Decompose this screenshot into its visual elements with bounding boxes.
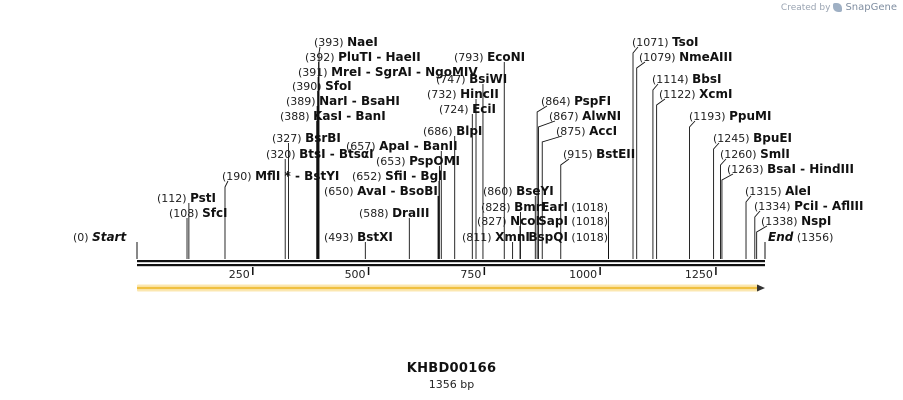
backbone-bottom-strand: [137, 264, 765, 267]
feature-arrow: [137, 284, 765, 292]
site-label-33: (1071) TsoI: [632, 35, 699, 49]
credit-prefix: Created by: [780, 2, 831, 13]
site-label-30: BspQI (1018): [528, 230, 608, 244]
site-line-34: [636, 61, 646, 259]
site-label-16: (657) ApaI - BanII: [346, 139, 458, 153]
site-line-10: [318, 46, 321, 259]
site-line-37: [689, 120, 696, 259]
site-lines: [136, 46, 768, 259]
ruler-tick-label: 1250: [685, 268, 713, 281]
site-label-25: (860) BseYI: [483, 184, 554, 198]
snapgene-logo-icon: [833, 3, 843, 12]
plasmid-name: KHBD00166: [406, 361, 497, 376]
site-label-5: (388) KasI - BanI: [280, 109, 386, 123]
site-line-39: [720, 158, 727, 259]
site-label-15: (653) PspOMI: [376, 154, 460, 168]
site-label-28: (875) AccI: [556, 124, 617, 138]
site-label-3: (320) BtsI - BtsαI: [266, 147, 374, 161]
site-line-43: [756, 225, 768, 259]
site-label-13: (650) AvaI - BsoBI: [324, 184, 438, 198]
site-line-42: [754, 210, 761, 259]
site-label-14: (652) SfiI - BglI: [352, 169, 447, 183]
restriction-map: 250 500 750 1000 1250 (0) Start End (1356) (10…: [73, 35, 863, 292]
site-label-21: (793) EcoNI: [454, 50, 525, 64]
site-label-0: (108) SfcI: [169, 206, 228, 220]
site-label-8: (391) MreI - SgrAI - NgoMIV: [298, 65, 478, 79]
credit-brand: SnapGene: [845, 2, 897, 13]
site-label-7: (390) SfoI: [292, 79, 352, 93]
site-label-19: (732) HincII: [427, 87, 499, 101]
site-label-37: (1193) PpuMI: [689, 109, 771, 123]
site-label-32: EarI (1018): [541, 200, 608, 214]
site-label-22: (811) XmnI: [462, 230, 530, 244]
site-label-42: (1334) PciI - AflIII: [754, 199, 863, 213]
site-line-29: [560, 158, 570, 259]
site-label-10: (393) NaeI: [314, 35, 378, 49]
site-label-4: (327) BsrBI: [272, 131, 341, 145]
site-label-11: (493) BstXI: [324, 230, 393, 244]
site-label-6: (389) NarI - BsaHI: [286, 94, 400, 108]
end-label-start: (0) Start: [73, 230, 127, 244]
site-line-40: [721, 173, 734, 259]
site-line-38: [713, 142, 720, 259]
ruler-tick-label: 250: [229, 268, 250, 281]
site-line-26: [536, 105, 548, 259]
site-label-35: (1114) BbsI: [652, 72, 721, 86]
site-label-31: SapI (1018): [538, 214, 608, 228]
site-label-20: (747) BsiWI: [436, 72, 507, 86]
ruler-tick-label: 500: [345, 268, 366, 281]
site-label-27: (867) AlwNI: [549, 109, 621, 123]
site-line-41: [745, 195, 752, 259]
site-label-40: (1263) BsaI - HindIII: [727, 162, 854, 176]
site-label-12: (588) DraIII: [359, 206, 429, 220]
site-label-1: (112) PstI: [157, 191, 216, 205]
ruler-tick-label: 750: [460, 268, 481, 281]
dna-backbone: [137, 260, 765, 267]
site-label-17: (686) BlpI: [423, 124, 482, 138]
site-label-38: (1245) BpuEI: [713, 131, 792, 145]
ruler: 250 500 750 1000 1250: [229, 267, 717, 281]
feature-arrow-head: [757, 284, 765, 292]
site-label-43: (1338) NspI: [761, 214, 831, 228]
site-label-9: (392) PluTI - HaeII: [305, 50, 421, 64]
site-label-29: (915) BstEII: [563, 147, 635, 161]
site-line-35: [652, 83, 659, 259]
end-label-end: End (1356): [768, 230, 833, 244]
site-line-33: [632, 46, 639, 259]
site-line-28: [541, 135, 563, 259]
ruler-tick-label: 1000: [569, 268, 597, 281]
site-label-36: (1122) XcmI: [659, 87, 732, 101]
backbone-top-strand: [137, 260, 765, 263]
site-label-24: (828) BmrI: [481, 200, 546, 214]
plasmid-length: 1356 bp: [428, 378, 475, 391]
site-line-2: [224, 180, 229, 259]
site-label-39: (1260) SmlI: [720, 147, 790, 161]
site-label-34: (1079) NmeAIII: [639, 50, 732, 64]
site-label-26: (864) PspFI: [541, 94, 611, 108]
site-label-18: (724) EciI: [439, 102, 496, 116]
site-line-36: [656, 98, 666, 259]
snapgene-credit: Created by SnapGene: [781, 2, 897, 13]
site-line-27: [538, 120, 556, 259]
site-label-23: (827) NcoI: [477, 214, 540, 228]
site-labels: (0) Start End (1356) (108) SfcI(112) PstI (…: [73, 35, 863, 244]
site-label-41: (1315) AleI: [745, 184, 811, 198]
site-label-2: (190) MflI * - BstYI: [222, 169, 339, 183]
